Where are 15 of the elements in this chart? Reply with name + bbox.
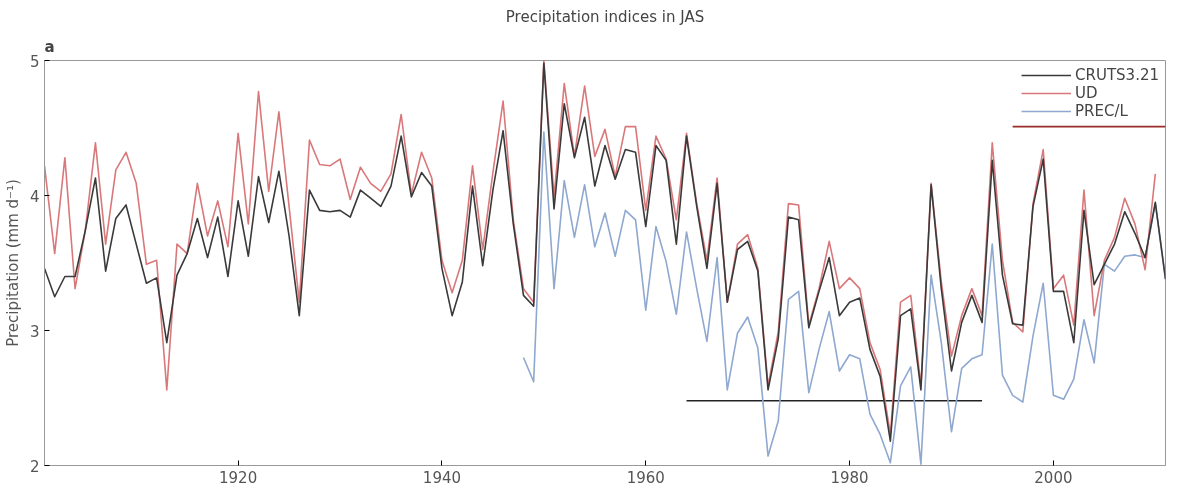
legend-label: CRUTS3.21 xyxy=(1075,66,1159,84)
text: a xyxy=(44,37,55,56)
chart-title: Precipitation indices in JAS xyxy=(505,7,705,26)
y-tick-label: 5 xyxy=(29,52,40,71)
x-tick-label: 1920 xyxy=(219,468,258,487)
x-tick-label: 2000 xyxy=(1034,468,1073,487)
y-tick-label: 2 xyxy=(29,457,40,476)
x-tick-label: 1940 xyxy=(422,468,462,487)
y-tick-label: 4 xyxy=(29,187,40,206)
x-tick-label: 1960 xyxy=(626,468,665,487)
x-tick-label: 1980 xyxy=(830,468,869,487)
y-axis-title: Precipitation (mm d⁻¹) xyxy=(3,179,22,347)
y-tick-label: 3 xyxy=(29,322,40,341)
legend-label: UD xyxy=(1075,84,1098,102)
legend-label: PREC/L xyxy=(1075,102,1128,120)
